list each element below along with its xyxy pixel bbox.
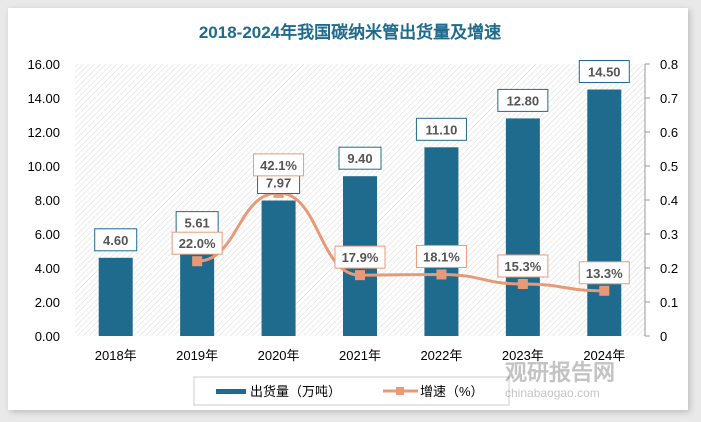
y-right-tick-label: 0.1 (660, 295, 678, 310)
growth-data-label-box (415, 244, 467, 268)
bar (587, 89, 622, 336)
bar (424, 147, 459, 336)
growth-data-label: 42.1% (260, 158, 297, 173)
y-right-tick-label: 0.7 (660, 91, 678, 106)
legend-line-marker (396, 387, 404, 395)
x-tick-label: 2023年 (502, 348, 544, 363)
y-left-tick-label: 4.00 (35, 261, 60, 276)
legend-line-label: 增速（%） (420, 384, 484, 399)
y-left-tick-label: 10.00 (27, 159, 60, 174)
bar (505, 118, 540, 337)
legend-bar-label: 出货量（万吨） (250, 384, 341, 399)
x-tick-label: 2020年 (258, 348, 300, 363)
y-left-tick-label: 8.00 (35, 193, 60, 208)
bar-data-label-box (94, 228, 138, 252)
x-tick-label: 2024年 (583, 348, 625, 363)
bar-data-label: 4.60 (103, 233, 128, 248)
bar-data-label: 14.50 (588, 65, 621, 80)
y-left-tick-label: 14.00 (27, 91, 60, 106)
x-tick-label: 2021年 (339, 348, 381, 363)
y-right-tick-label: 0.3 (660, 227, 678, 242)
growth-marker (517, 278, 528, 289)
bar-data-label: 9.40 (347, 151, 372, 166)
bar-data-label-box (338, 146, 382, 170)
growth-data-label-box (334, 245, 386, 269)
bar (180, 240, 215, 336)
watermark: 观研报告网 chinabaogao.com (505, 360, 615, 400)
growth-data-label: 13.3% (586, 266, 623, 281)
y-right-tick-label: 0.2 (660, 261, 678, 276)
bar-data-label-box (578, 60, 630, 83)
watermark-en: chinabaogao.com (505, 386, 600, 400)
y-left-tick-label: 16.00 (27, 57, 60, 72)
growth-marker (599, 285, 610, 296)
watermark-cn: 观研报告网 (505, 360, 615, 385)
growth-data-label: 15.3% (504, 259, 541, 274)
legend-bar-swatch (216, 389, 246, 394)
bar-data-label: 5.61 (184, 216, 209, 231)
y-left-tick-label: 0.00 (35, 329, 60, 344)
x-tick-label: 2018年 (95, 348, 137, 363)
growth-data-label-box (578, 261, 630, 285)
y-right-tick-label: 0.4 (660, 193, 678, 208)
x-tick-label: 2022年 (420, 348, 462, 363)
growth-data-label-box (171, 231, 223, 255)
y-left-tick-label: 2.00 (35, 295, 60, 310)
bar-data-label-box (497, 88, 549, 112)
growth-marker (192, 256, 203, 267)
chart-title: 2018-2024年我国碳纳米管出货量及增速 (199, 22, 501, 42)
y-right-tick-label: 0.5 (660, 159, 678, 174)
y-right-tick-label: 0.8 (660, 57, 678, 72)
legend (193, 376, 510, 406)
growth-data-label: 22.0% (179, 236, 216, 251)
growth-marker (436, 269, 447, 280)
bar (261, 200, 296, 336)
growth-data-label-box (497, 254, 549, 278)
growth-marker (355, 270, 365, 281)
x-tick-label: 2019年 (176, 348, 218, 363)
y-right-tick-label: 0 (660, 329, 667, 344)
bar-data-label: 11.10 (426, 122, 458, 137)
y-right-tick-label: 0.6 (660, 125, 678, 140)
y-left-tick-label: 12.00 (27, 125, 60, 140)
y-left-tick-label: 6.00 (35, 227, 60, 242)
growth-data-label: 18.1% (423, 249, 460, 264)
bar-data-label: 7.97 (266, 176, 291, 191)
bar (98, 257, 133, 336)
growth-data-label-box (253, 153, 305, 177)
growth-data-label: 17.9% (342, 250, 379, 265)
bar-data-label: 12.80 (507, 93, 540, 108)
bar-data-label-box (415, 117, 467, 141)
